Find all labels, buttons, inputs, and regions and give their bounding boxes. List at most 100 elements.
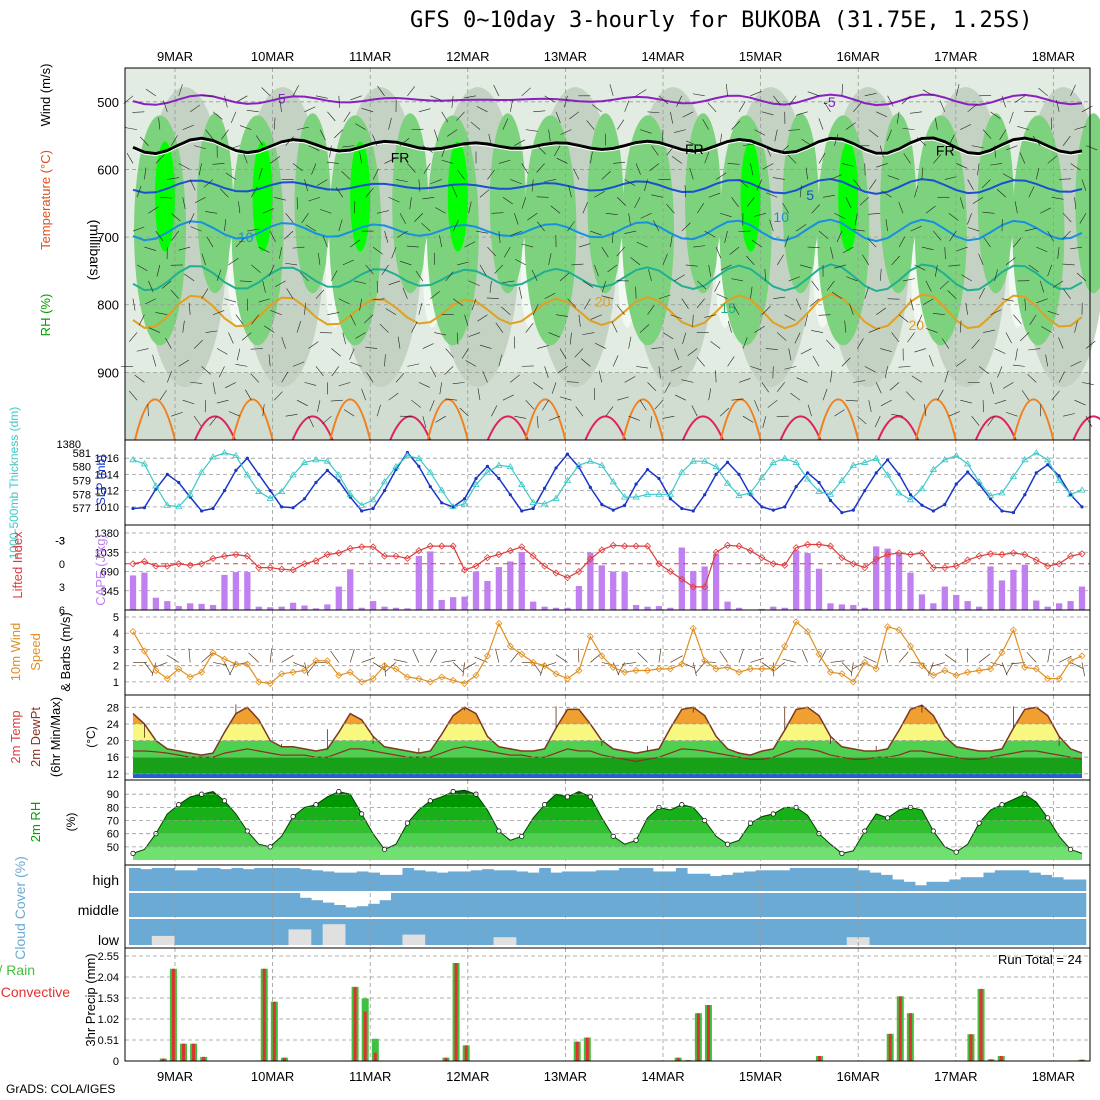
upper-wind-barb bbox=[129, 332, 138, 342]
upper-wind-barb bbox=[666, 145, 675, 156]
cloud-cell-low bbox=[710, 919, 722, 945]
slp-tick-label: 1012 bbox=[95, 486, 119, 498]
upper-wind-barb bbox=[818, 314, 831, 316]
upper-wind-barb bbox=[225, 172, 237, 180]
cloud-cell-high bbox=[596, 870, 608, 891]
upper-wind-barb bbox=[1074, 126, 1087, 130]
slp-point bbox=[302, 497, 307, 501]
thickness-point bbox=[712, 462, 720, 470]
rh-field-green bbox=[685, 113, 721, 294]
li-point bbox=[792, 544, 800, 552]
cloud-cell-low bbox=[732, 919, 745, 945]
upper-wind-barb bbox=[159, 390, 167, 401]
upper-wind-barb bbox=[949, 230, 957, 242]
cloud-cell-low bbox=[823, 919, 836, 945]
cloud-cell-low bbox=[789, 919, 802, 945]
upper-wind-barb bbox=[201, 288, 209, 299]
upper-wind-barb bbox=[430, 179, 442, 185]
upper-wind-barb bbox=[746, 255, 755, 266]
upper-wind-barb bbox=[537, 345, 549, 349]
upper-wind-barb bbox=[228, 145, 240, 150]
upper-wind-barb bbox=[212, 310, 225, 316]
slp-point bbox=[771, 508, 775, 512]
upper-wind-barb bbox=[126, 152, 134, 164]
li-point bbox=[643, 542, 652, 550]
rh-field-green bbox=[880, 113, 917, 294]
rh-field-bright bbox=[252, 141, 273, 252]
upper-wind-barb bbox=[315, 95, 328, 99]
slp-point bbox=[794, 484, 798, 489]
thickness-point bbox=[849, 461, 858, 468]
cloud-cell-middle bbox=[596, 893, 608, 917]
upper-wind-barb bbox=[807, 404, 812, 417]
cloud-cell-high bbox=[425, 871, 437, 891]
upper-wind-barb bbox=[732, 304, 740, 315]
upper-wind-barb bbox=[384, 157, 396, 164]
upper-wind-barb bbox=[136, 348, 149, 352]
upper-wind-barb bbox=[548, 415, 561, 421]
cloud-cell-middle bbox=[129, 893, 141, 917]
surface-wind-barb bbox=[658, 648, 662, 663]
upper-wind-barb bbox=[560, 129, 572, 135]
upper-wind-barb bbox=[573, 168, 580, 180]
cloud-cell-low bbox=[356, 919, 369, 945]
slp-point bbox=[222, 489, 227, 493]
cloud-level-high: high bbox=[93, 872, 119, 888]
upper-wind-barb bbox=[568, 185, 572, 198]
cloud-cell-low bbox=[1051, 919, 1064, 945]
rh-point bbox=[130, 850, 136, 856]
upper-wind-barb bbox=[349, 348, 355, 360]
rh-field-green bbox=[294, 113, 331, 294]
cloud-cell-middle bbox=[675, 893, 688, 917]
upper-wind-barb bbox=[216, 348, 228, 355]
upper-wind-barb bbox=[418, 179, 421, 192]
slp-point bbox=[691, 509, 695, 513]
slp-point bbox=[211, 506, 215, 511]
rh-point bbox=[953, 849, 959, 855]
wind-speed-point bbox=[369, 675, 377, 683]
rh-field-bright bbox=[838, 141, 859, 252]
upper-wind-barb bbox=[731, 120, 741, 130]
thickness-point bbox=[563, 476, 572, 483]
upper-wind-barb bbox=[536, 163, 545, 173]
upper-wind-barb bbox=[826, 280, 835, 291]
upper-wind-barb bbox=[415, 270, 424, 282]
upper-wind-barb bbox=[790, 392, 801, 401]
top-date-label: 15MAR bbox=[739, 49, 782, 64]
cloud-cell-middle bbox=[550, 893, 563, 917]
surface-wind-barb bbox=[990, 662, 1005, 667]
upper-wind-barb bbox=[385, 308, 397, 315]
wind-tick-label: 5 bbox=[113, 612, 119, 624]
cape-tick-label: 690 bbox=[101, 567, 119, 579]
upper-wind-barb bbox=[708, 264, 712, 277]
upper-wind-barb bbox=[147, 404, 149, 417]
wind-speed-point bbox=[278, 670, 286, 678]
upper-wind-barb bbox=[754, 212, 766, 217]
upper-wind-barb bbox=[1070, 163, 1081, 171]
upper-wind-barb bbox=[651, 145, 659, 156]
cloud-cell-middle bbox=[687, 893, 699, 917]
cloud-cell-middle bbox=[561, 893, 574, 917]
li-point bbox=[358, 543, 366, 551]
slp-point bbox=[165, 472, 169, 477]
cape-tick-label: 1035 bbox=[95, 547, 119, 559]
upper-wind-barb bbox=[489, 280, 492, 293]
cloud-cell-high bbox=[174, 870, 187, 891]
cape-bar bbox=[187, 603, 194, 610]
cloud-cell-middle bbox=[299, 897, 312, 917]
thickness-point bbox=[300, 458, 309, 465]
upper-wind-barb bbox=[372, 246, 383, 255]
upper-wind-barb bbox=[914, 185, 919, 198]
upper-wind-barb bbox=[285, 213, 294, 223]
upper-wind-barb bbox=[762, 163, 774, 170]
wind-speed-point bbox=[1009, 626, 1017, 634]
upper-wind-barb bbox=[715, 172, 727, 180]
cloud-cell-high bbox=[265, 868, 278, 891]
wind-speed-point bbox=[712, 665, 720, 673]
thickness-point bbox=[952, 451, 960, 459]
upper-wind-barb bbox=[158, 117, 161, 130]
cloud-cell-low bbox=[379, 919, 392, 945]
cloud-cell-low bbox=[812, 919, 825, 945]
upper-wind-barb bbox=[671, 156, 682, 164]
top-date-label: 10MAR bbox=[251, 49, 294, 64]
